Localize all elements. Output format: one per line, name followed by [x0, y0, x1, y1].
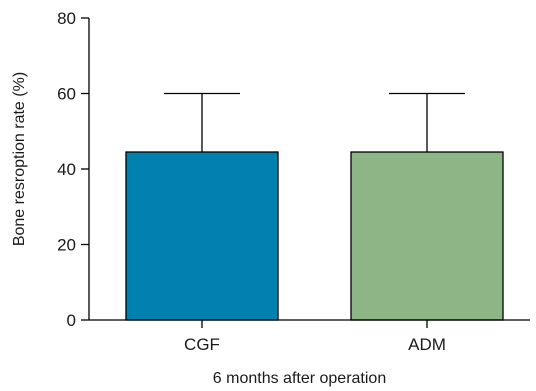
y-tick-label: 40	[57, 160, 76, 179]
bar-adm	[350, 151, 504, 321]
x-tick-label-adm: ADM	[408, 335, 446, 354]
y-tick-label: 20	[57, 236, 76, 255]
bar-cgf	[125, 151, 279, 321]
bars	[125, 92, 504, 321]
x-axis-ticks: CGF ADM	[184, 320, 446, 354]
x-axis-title: 6 months after operation	[213, 370, 386, 387]
y-tick-label: 0	[67, 311, 76, 330]
y-axis-title: Bone resroption rate (%)	[11, 72, 28, 246]
y-axis-ticks: 0 20 40 60 80	[57, 9, 89, 330]
x-tick-label-cgf: CGF	[184, 335, 220, 354]
y-tick-label: 60	[57, 85, 76, 104]
y-tick-label: 80	[57, 9, 76, 28]
